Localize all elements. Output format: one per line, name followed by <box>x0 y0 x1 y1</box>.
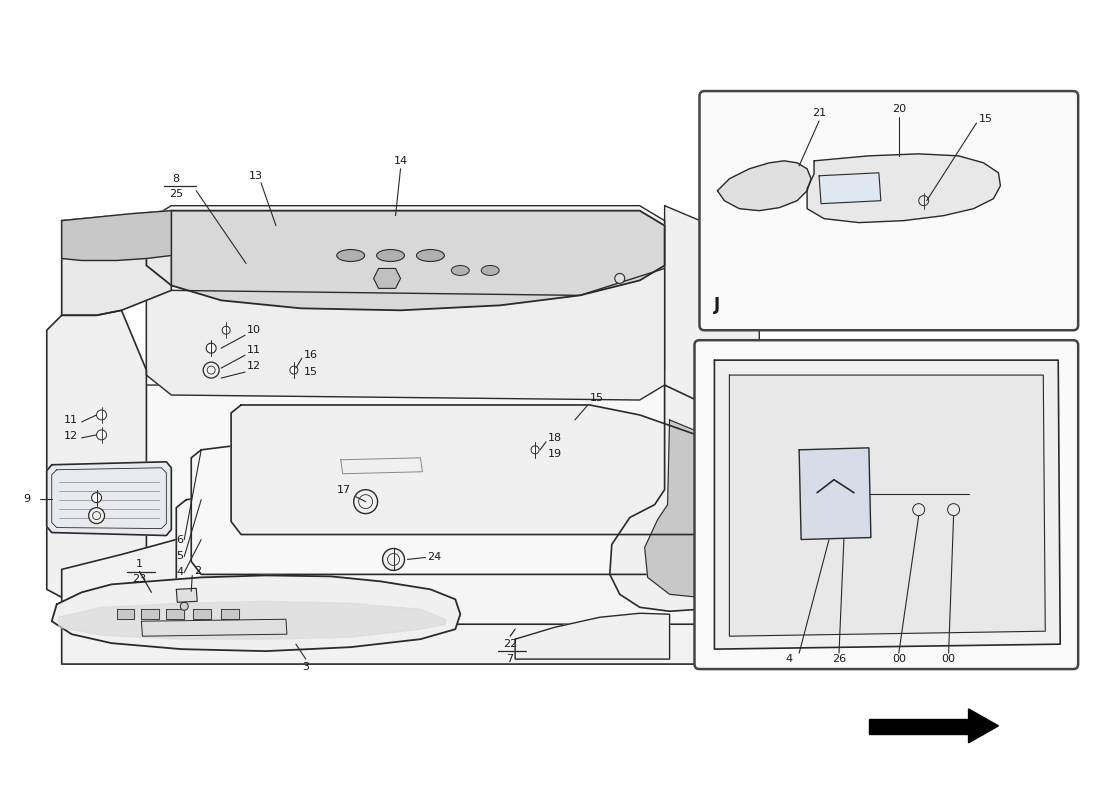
Text: 15: 15 <box>979 114 992 124</box>
Circle shape <box>89 508 104 523</box>
Text: 9: 9 <box>23 494 31 504</box>
Polygon shape <box>341 458 422 474</box>
Text: 1: 1 <box>136 559 143 570</box>
Circle shape <box>947 504 959 515</box>
Text: 2: 2 <box>195 566 201 577</box>
Circle shape <box>222 326 230 334</box>
Polygon shape <box>191 440 739 574</box>
Text: 15: 15 <box>590 393 604 403</box>
Text: 16: 16 <box>304 350 318 360</box>
Text: 11: 11 <box>248 345 261 355</box>
Ellipse shape <box>481 266 499 275</box>
Text: 18: 18 <box>548 433 562 443</box>
Text: 25: 25 <box>169 189 184 198</box>
Text: 00: 00 <box>942 654 956 664</box>
Polygon shape <box>142 610 160 619</box>
Polygon shape <box>869 719 983 734</box>
Text: 7: 7 <box>507 654 514 664</box>
Polygon shape <box>62 210 172 315</box>
Polygon shape <box>968 709 999 743</box>
Text: 14: 14 <box>394 156 408 166</box>
Polygon shape <box>515 614 670 659</box>
Polygon shape <box>142 619 287 636</box>
FancyBboxPatch shape <box>694 340 1078 669</box>
Text: 15: 15 <box>304 367 318 377</box>
FancyBboxPatch shape <box>700 91 1078 330</box>
Text: 11: 11 <box>64 415 78 425</box>
Polygon shape <box>62 210 172 261</box>
Polygon shape <box>799 448 871 539</box>
Polygon shape <box>807 154 1000 222</box>
Polygon shape <box>62 530 759 664</box>
Text: 5: 5 <box>176 551 184 562</box>
Circle shape <box>913 504 925 515</box>
Polygon shape <box>146 269 664 400</box>
Circle shape <box>91 493 101 502</box>
Text: 12: 12 <box>64 431 78 441</box>
Polygon shape <box>176 588 197 602</box>
Circle shape <box>354 490 377 514</box>
Polygon shape <box>645 420 755 598</box>
Text: 4: 4 <box>176 567 184 578</box>
Polygon shape <box>820 173 881 204</box>
Circle shape <box>531 446 539 454</box>
Polygon shape <box>374 269 400 288</box>
Polygon shape <box>717 161 811 210</box>
Text: J: J <box>714 296 720 314</box>
Text: eurospares: eurospares <box>72 562 300 596</box>
Text: 21: 21 <box>812 108 826 118</box>
Text: 00: 00 <box>892 654 905 664</box>
Text: 8: 8 <box>173 174 180 184</box>
Polygon shape <box>221 610 239 619</box>
Circle shape <box>180 602 188 610</box>
Text: 12: 12 <box>248 361 261 371</box>
Text: 6: 6 <box>176 534 184 545</box>
Polygon shape <box>231 405 719 534</box>
Polygon shape <box>146 210 664 310</box>
Circle shape <box>206 343 217 353</box>
Polygon shape <box>609 385 759 611</box>
Text: 10: 10 <box>248 326 261 335</box>
Polygon shape <box>117 610 134 619</box>
Ellipse shape <box>376 250 405 262</box>
Polygon shape <box>47 310 146 599</box>
Circle shape <box>918 196 928 206</box>
Text: 3: 3 <box>302 662 309 672</box>
Ellipse shape <box>417 250 444 262</box>
Polygon shape <box>52 575 460 651</box>
Text: 4: 4 <box>785 654 793 664</box>
Polygon shape <box>58 602 446 639</box>
Polygon shape <box>714 360 1060 649</box>
Circle shape <box>290 366 298 374</box>
Text: 24: 24 <box>428 553 442 562</box>
Polygon shape <box>176 490 749 624</box>
Text: eurospares: eurospares <box>446 254 674 287</box>
Polygon shape <box>729 375 1045 636</box>
Text: eurospares: eurospares <box>446 572 674 606</box>
Text: 22: 22 <box>503 639 517 649</box>
Text: 13: 13 <box>249 170 263 181</box>
Text: 20: 20 <box>892 104 905 114</box>
Polygon shape <box>194 610 211 619</box>
Text: eurospares: eurospares <box>72 274 300 307</box>
Polygon shape <box>166 610 185 619</box>
Polygon shape <box>47 462 172 535</box>
Polygon shape <box>62 385 759 659</box>
Polygon shape <box>146 206 664 385</box>
Ellipse shape <box>337 250 364 262</box>
Circle shape <box>97 430 107 440</box>
Circle shape <box>97 410 107 420</box>
Ellipse shape <box>451 266 470 275</box>
Text: 17: 17 <box>337 485 351 494</box>
Text: 19: 19 <box>548 449 562 459</box>
Circle shape <box>615 274 625 283</box>
Circle shape <box>204 362 219 378</box>
Circle shape <box>383 549 405 570</box>
Polygon shape <box>664 206 759 490</box>
Text: 26: 26 <box>832 654 846 664</box>
Text: 23: 23 <box>132 574 146 584</box>
